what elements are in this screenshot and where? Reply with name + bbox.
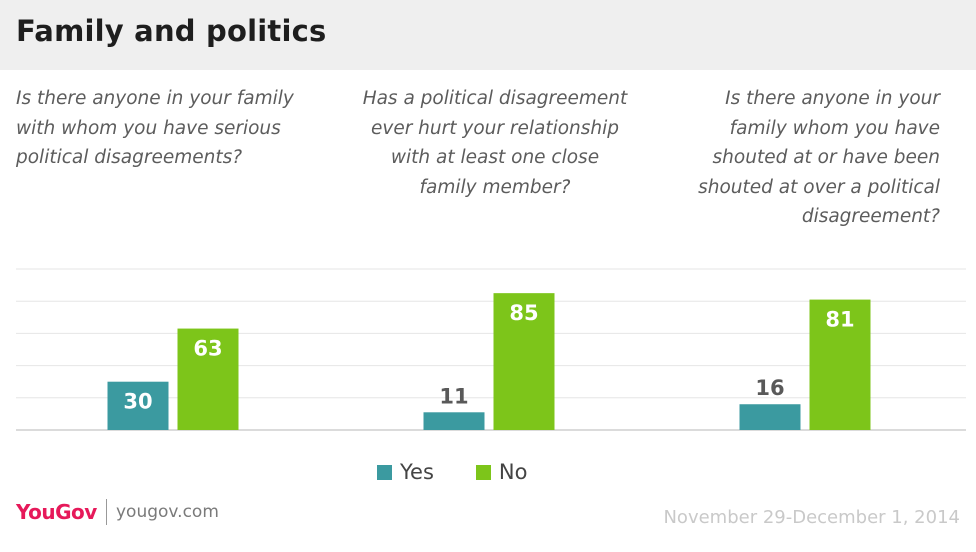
bar-no-3 — [809, 299, 871, 430]
data-label-no-3: 81 — [825, 308, 854, 332]
survey-date: November 29-December 1, 2014 — [663, 507, 960, 528]
bar-no-1 — [177, 328, 239, 430]
bar-yes-2 — [423, 412, 485, 430]
footer-divider — [106, 499, 107, 525]
chart-title: Family and politics — [16, 14, 327, 48]
legend-item-no: No — [475, 460, 528, 484]
bar-yes-3 — [739, 404, 801, 430]
legend-swatch-no — [475, 464, 491, 480]
data-label-yes-3: 16 — [755, 376, 784, 400]
question-1-label: Is there anyone in your family with whom… — [16, 88, 294, 168]
bar-no-2 — [493, 293, 555, 430]
data-label-yes-1: 30 — [123, 390, 152, 414]
legend-swatch-yes — [377, 464, 392, 480]
data-label-no-2: 85 — [509, 301, 538, 325]
legend-label-yes: Yes — [400, 460, 434, 484]
question-3-label: Is there anyone in your family whom you … — [698, 88, 940, 227]
chart-legend: Yes No — [377, 460, 569, 484]
data-label-no-1: 63 — [193, 337, 222, 361]
header-bar: Family and politics — [0, 0, 976, 70]
legend-item-yes: Yes — [377, 460, 434, 484]
bar-yes-1 — [107, 381, 169, 430]
data-label-yes-2: 11 — [439, 384, 468, 408]
yougov-logo: YouGov — [16, 500, 97, 524]
legend-label-no: No — [498, 460, 528, 484]
question-2-label: Has a political disagreement ever hurt y… — [362, 88, 628, 198]
footer-site-link[interactable]: yougov.com — [116, 502, 219, 522]
